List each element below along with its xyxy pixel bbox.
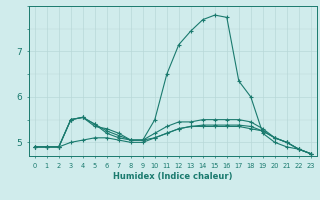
X-axis label: Humidex (Indice chaleur): Humidex (Indice chaleur)	[113, 172, 233, 181]
